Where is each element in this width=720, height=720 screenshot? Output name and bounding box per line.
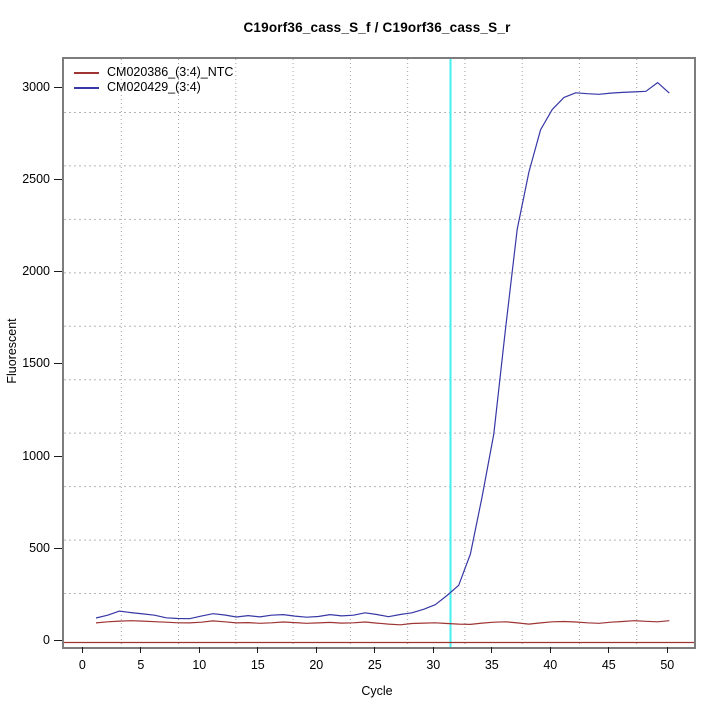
y-tick-mark [54, 86, 62, 88]
x-axis-title: Cycle [361, 684, 393, 698]
legend: CM020386_(3:4)_NTC CM020429_(3:4) [74, 65, 233, 95]
plot-canvas [64, 59, 694, 647]
y-tick-label: 3000 [22, 79, 50, 94]
x-tick-label: 25 [367, 658, 382, 672]
x-tick-label: 35 [484, 658, 499, 672]
x-tick-label: 40 [543, 658, 558, 672]
y-tick-mark [54, 178, 62, 180]
y-tick-mark [54, 640, 62, 641]
x-tick-mark [608, 647, 610, 653]
y-axis-title: Fluorescent [5, 318, 19, 384]
x-tick-label: 5 [137, 658, 145, 672]
y-tick-mark [54, 271, 62, 273]
x-tick-mark [257, 647, 259, 653]
y-tick-mark [54, 455, 62, 457]
x-tick-mark [81, 647, 83, 653]
legend-item-ntc: CM020386_(3:4)_NTC [74, 65, 233, 80]
x-tick-mark [666, 647, 668, 653]
x-tick-label: 15 [250, 658, 265, 672]
legend-line-ntc [74, 71, 99, 74]
x-tick-label: 50 [660, 658, 675, 672]
x-tick-mark [549, 647, 551, 653]
x-tick-label: 30 [426, 658, 441, 672]
legend-label-ntc: CM020386_(3:4)_NTC [107, 65, 234, 79]
y-tick-label: 1500 [22, 356, 50, 371]
x-tick-label: 45 [601, 658, 616, 672]
x-tick-mark [198, 647, 200, 653]
chart-title: C19orf36_cass_S_f / C19orf36_cass_S_r [243, 20, 511, 35]
y-tick-mark [54, 547, 62, 549]
y-tick-label: 2500 [22, 171, 50, 186]
x-tick-label: 20 [309, 658, 324, 672]
legend-item-sample: CM020429_(3:4) [74, 80, 233, 95]
y-tick-mark [54, 363, 62, 365]
x-tick-mark [315, 647, 317, 653]
y-tick-label: 0 [43, 633, 50, 647]
x-tick-label: 10 [192, 658, 207, 672]
legend-line-sample [74, 86, 99, 89]
legend-label-sample: CM020429_(3:4) [107, 80, 201, 94]
amplification-curve [95, 82, 670, 620]
x-tick-mark [140, 647, 142, 653]
x-tick-mark [432, 647, 434, 653]
x-tick-mark [374, 647, 376, 653]
plot-area [62, 57, 696, 649]
x-tick-mark [491, 647, 493, 653]
x-tick-label: 0 [78, 658, 86, 672]
y-tick-label: 2000 [22, 264, 50, 279]
y-tick-label: 500 [29, 540, 50, 555]
ntc-curve [95, 620, 670, 626]
y-tick-label: 1000 [22, 448, 50, 463]
